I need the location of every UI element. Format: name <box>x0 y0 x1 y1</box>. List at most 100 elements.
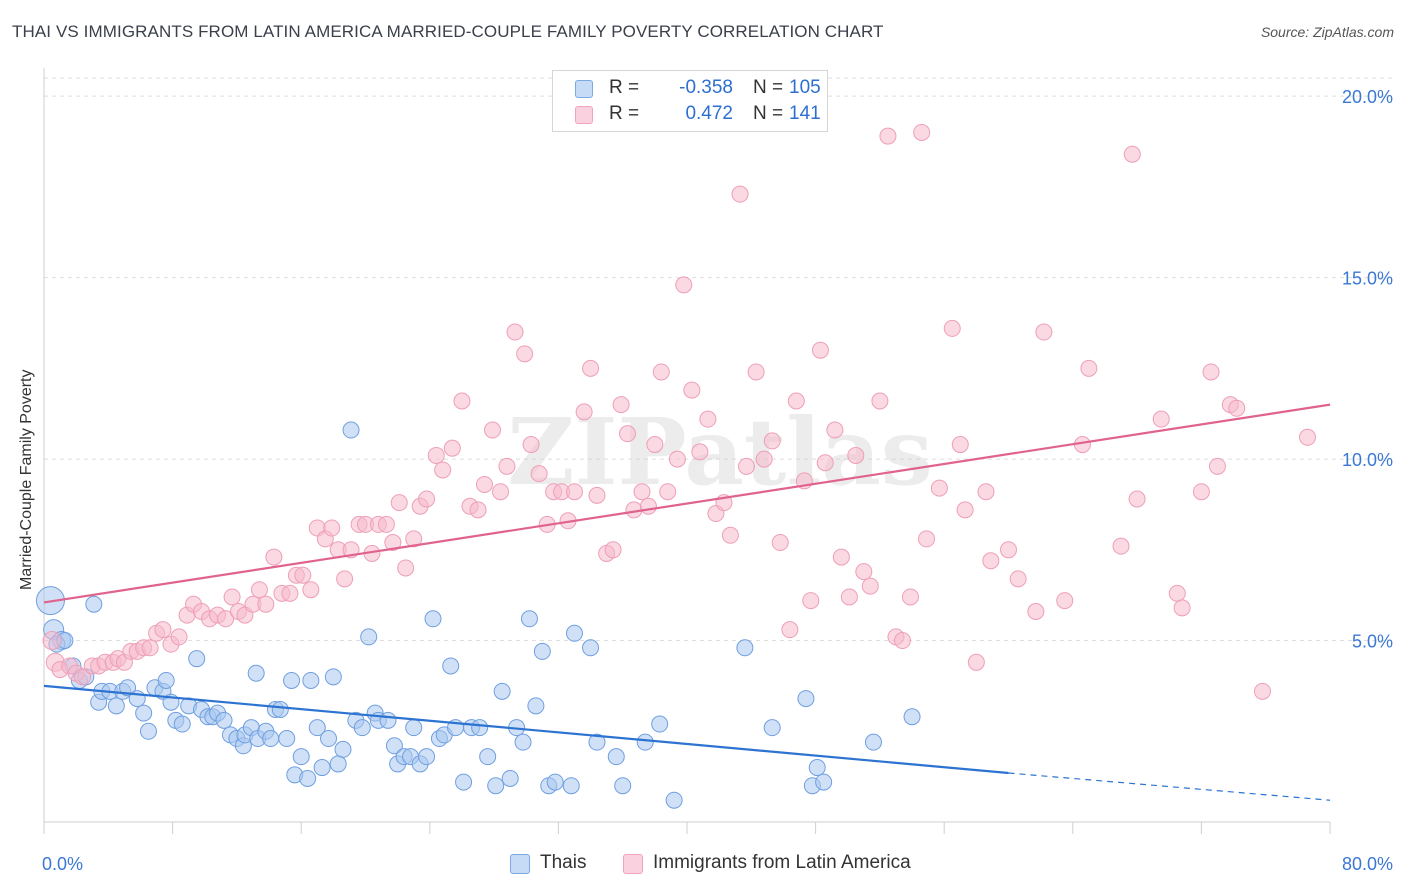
latin-point <box>816 454 834 472</box>
legend-swatch-latin <box>575 106 593 124</box>
latin-point <box>871 392 889 410</box>
latin-point <box>652 363 670 381</box>
latin-point <box>619 425 637 443</box>
latin-point <box>492 483 510 501</box>
y-tick-label: 5.0% <box>1352 632 1393 652</box>
y-tick-label: 15.0% <box>1342 269 1393 289</box>
thais-point <box>471 719 489 737</box>
thais-point <box>418 748 436 766</box>
latin-point <box>604 541 622 559</box>
latin-point <box>565 483 583 501</box>
thais-point <box>487 777 505 795</box>
latin-point <box>1080 359 1098 377</box>
latin-point <box>731 185 749 203</box>
latin-point <box>427 446 445 464</box>
thais-point <box>514 733 532 751</box>
latin-point <box>217 610 235 628</box>
latin-point <box>74 668 92 686</box>
chart-title: THAI VS IMMIGRANTS FROM LATIN AMERICA MA… <box>12 22 884 41</box>
latin-point <box>967 653 985 671</box>
latin-point <box>1192 483 1210 501</box>
latin-point <box>721 526 739 544</box>
latin-point <box>1173 599 1191 617</box>
latin-point <box>475 475 493 493</box>
y-tick-label: 20.0% <box>1342 87 1393 107</box>
latin-point <box>982 552 1000 570</box>
y-tick-label: 10.0% <box>1342 450 1393 470</box>
thais-point <box>313 759 331 777</box>
latin-point <box>781 621 799 639</box>
latin-point <box>811 341 829 359</box>
latin-point <box>516 345 534 363</box>
thais-point <box>360 628 378 646</box>
latin-point <box>861 577 879 595</box>
latin-point <box>1035 323 1053 341</box>
thais-point <box>424 610 442 628</box>
thais-point <box>815 773 833 791</box>
latin-point <box>1152 410 1170 428</box>
latin-point <box>1056 592 1074 610</box>
latin-point <box>588 486 606 504</box>
latin-point <box>418 490 436 508</box>
thais-point <box>565 624 583 642</box>
latin-point <box>855 563 873 581</box>
legend-n-label: N = <box>753 77 784 98</box>
latin-point <box>1228 399 1246 417</box>
thais-point <box>665 791 683 809</box>
latin-point <box>405 530 423 548</box>
thais-point <box>636 733 654 751</box>
latin-point <box>141 639 159 657</box>
latin-point <box>659 483 677 501</box>
latin-point <box>646 436 664 454</box>
latin-point <box>691 443 709 461</box>
latin-point <box>893 632 911 650</box>
latin-point <box>747 363 765 381</box>
thais-point <box>262 730 280 748</box>
latin-point <box>913 123 931 141</box>
thais-point <box>353 719 371 737</box>
thais-point <box>379 711 397 729</box>
latin-point <box>377 515 395 533</box>
thais-trend-extension <box>1008 772 1331 801</box>
x-tick-label-max: 80.0% <box>1342 854 1393 874</box>
latin-point <box>612 396 630 414</box>
legend-r-value: -0.358 <box>679 77 733 98</box>
y-axis-label: Married-Couple Family Poverty <box>18 369 35 590</box>
latin-point <box>1202 363 1220 381</box>
thais-point <box>329 755 347 773</box>
thais-point <box>533 642 551 660</box>
thais-point <box>283 671 301 689</box>
latin-point <box>1168 584 1186 602</box>
thais-point <box>271 700 289 718</box>
latin-point <box>879 127 897 145</box>
legend-label-latin: Immigrants from Latin America <box>653 852 911 873</box>
latin-point <box>522 436 540 454</box>
thais-point <box>455 773 473 791</box>
legend-swatch-thais <box>510 854 530 874</box>
thais-trend-line <box>43 684 1009 775</box>
latin-point <box>453 392 471 410</box>
latin-point <box>840 588 858 606</box>
thais-point <box>188 650 206 668</box>
latin-point <box>675 276 693 294</box>
latin-point <box>1009 570 1027 588</box>
latin-point <box>250 581 268 599</box>
thais-point <box>527 697 545 715</box>
latin-point <box>683 381 701 399</box>
thais-point <box>582 639 600 657</box>
latin-point <box>832 548 850 566</box>
source-label: Source: ZipAtlas.com <box>1260 24 1394 40</box>
latin-point <box>257 595 275 613</box>
latin-point <box>930 479 948 497</box>
latin-point <box>633 483 651 501</box>
thais-point <box>324 668 342 686</box>
latin-point <box>771 534 789 552</box>
latin-point <box>699 410 717 428</box>
x-tick-label-min: 0.0% <box>42 854 83 874</box>
thais-point <box>479 748 497 766</box>
latin-point <box>302 581 320 599</box>
thais-point <box>85 595 103 613</box>
latin-point <box>397 559 415 577</box>
latin-point <box>787 392 805 410</box>
